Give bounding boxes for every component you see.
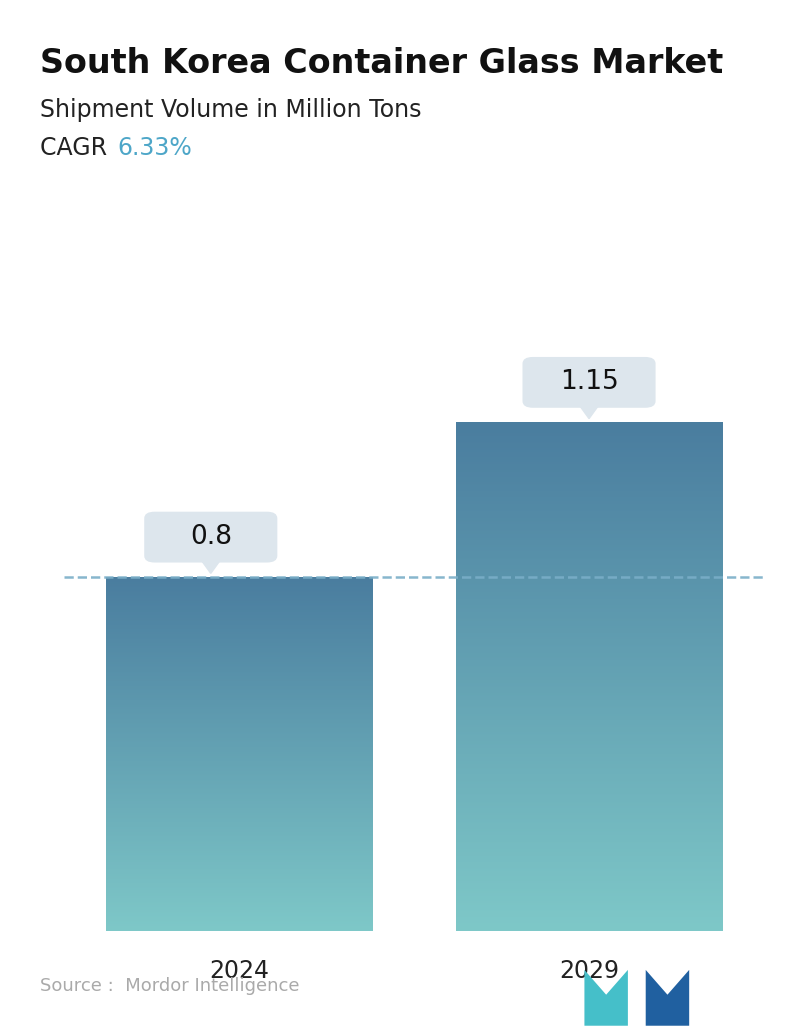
Text: South Korea Container Glass Market: South Korea Container Glass Market: [40, 47, 723, 80]
Text: 2029: 2029: [559, 960, 619, 983]
Polygon shape: [584, 970, 628, 1026]
Text: Source :  Mordor Intelligence: Source : Mordor Intelligence: [40, 977, 299, 995]
Text: 6.33%: 6.33%: [118, 136, 193, 160]
Text: 0.8: 0.8: [189, 524, 232, 550]
Text: Shipment Volume in Million Tons: Shipment Volume in Million Tons: [40, 98, 421, 122]
Polygon shape: [646, 970, 689, 1026]
Polygon shape: [576, 401, 602, 419]
Text: CAGR: CAGR: [40, 136, 122, 160]
Polygon shape: [198, 556, 224, 574]
Text: 1.15: 1.15: [560, 369, 618, 395]
FancyBboxPatch shape: [144, 512, 277, 562]
FancyBboxPatch shape: [522, 357, 656, 407]
Text: 2024: 2024: [209, 960, 269, 983]
